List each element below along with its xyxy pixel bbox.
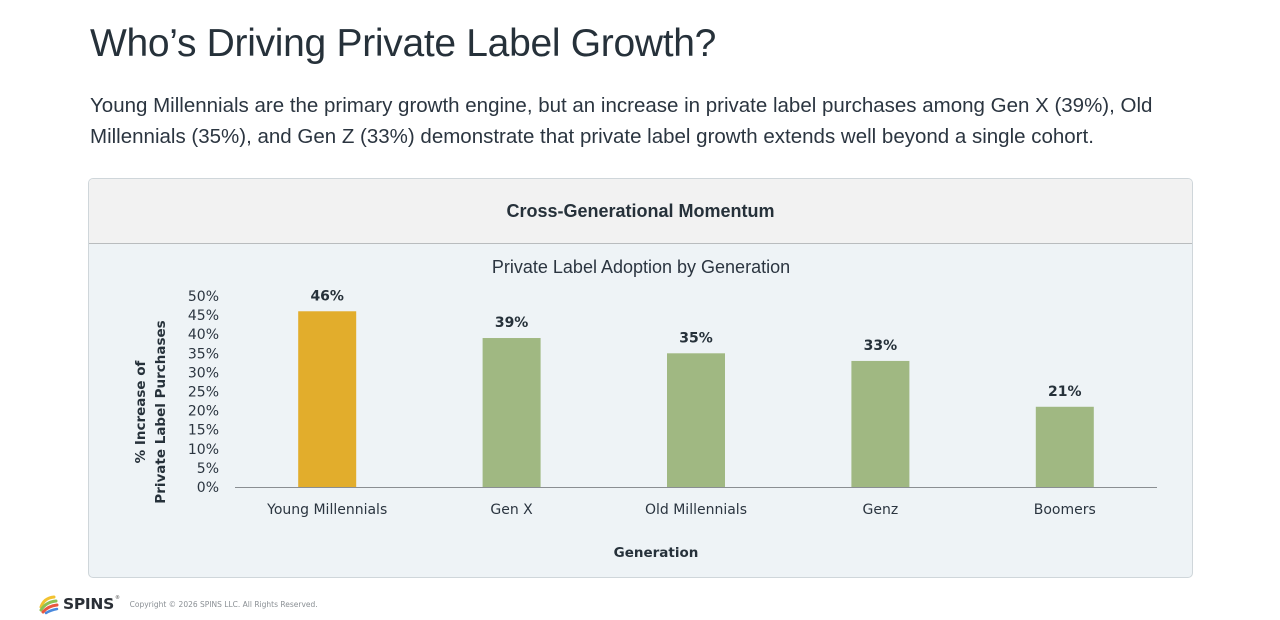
y-tick-label: 10% [188,442,219,458]
page-subtitle: Young Millennials are the primary growth… [90,94,1153,148]
data-label: 21% [1048,384,1082,400]
y-axis-title-line: % Increase of [133,360,149,463]
spins-logo-text: SPINS® [63,595,120,613]
y-tick-label: 45% [188,308,219,324]
y-tick-label: 0% [197,480,219,496]
data-label: 46% [310,288,344,304]
y-tick-label: 30% [188,365,219,381]
x-category-label: Young Millennials [266,502,387,518]
x-category-label: Old Millennials [645,502,747,518]
y-tick-label: 15% [188,423,219,439]
y-tick-label: 5% [197,461,219,477]
bar-gen-x [482,338,541,487]
y-tick-label: 40% [188,327,219,343]
y-tick-label: 35% [188,346,219,362]
y-axis-title: % Increase of Private Label Purchases [133,320,169,503]
bar-young-millennials [298,311,357,487]
bar-chart: Private Label Adoption by Generation 0% 5%… [133,257,1157,561]
x-category-label: Boomers [1034,502,1096,518]
bar-old-millennials [667,353,725,487]
x-category-label: Gen X [490,502,533,518]
data-label: 33% [864,338,898,354]
page-title: Who’s Driving Private Label Growth? [90,22,717,65]
copyright-text: Copyright © 2026 SPINS LLC. All Rights R… [129,599,318,609]
y-tick-label: 50% [188,289,219,305]
chart-card: Cross-Generational Momentum Private Labe… [88,178,1193,578]
spins-logo-icon [39,595,59,615]
chart-title: Private Label Adoption by Generation [492,257,790,277]
x-category-label: Genz [863,502,899,518]
x-axis-title: Generation [614,545,699,561]
data-label: 39% [495,315,529,331]
bar-boomers [1035,406,1094,487]
y-tick-label: 25% [188,385,219,401]
y-tick-label: 20% [188,404,219,420]
card-header: Cross-Generational Momentum [89,179,1192,244]
y-axis-title-line: Private Label Purchases [153,320,169,503]
footer: SPINS® Copyright © 2026 SPINS LLC. All R… [38,593,318,615]
data-label: 35% [679,330,713,346]
bar-genz [851,360,910,487]
